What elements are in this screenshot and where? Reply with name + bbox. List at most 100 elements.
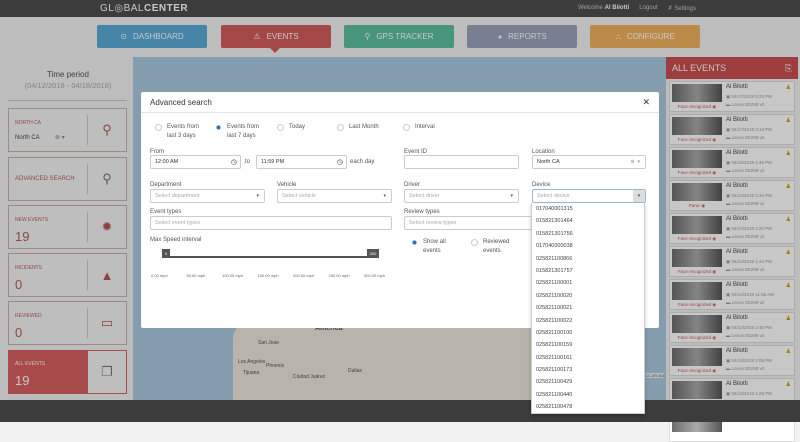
- to-time-input[interactable]: 11:59 PM ◷: [256, 155, 347, 169]
- clear-and-chevron-icon[interactable]: ⊗ ▾: [630, 159, 640, 165]
- event-type-label: Panic: [688, 203, 701, 208]
- device-option[interactable]: 015821301757: [536, 267, 573, 274]
- event-types-select[interactable]: Select event types: [150, 216, 392, 230]
- chevron-down-icon: ▾: [256, 193, 259, 199]
- reviewed-card[interactable]: REVIEWED 0 ▭: [8, 301, 127, 345]
- left-sidebar: Time period (04/12/2018 - 04/18/2018) NOR…: [8, 60, 128, 394]
- device-option[interactable]: 025821100429: [536, 379, 573, 386]
- driver-icon[interactable]: ♟: [785, 85, 791, 91]
- radio-period[interactable]: Today: [277, 123, 319, 132]
- clear-icon[interactable]: ⊗ ▾: [55, 135, 65, 141]
- device-option[interactable]: 025821100173: [536, 367, 573, 374]
- driver-icon[interactable]: ♟: [785, 382, 791, 388]
- event-item[interactable]: Face recognized ◉ Al Bilotti ▣ 04/15/2018 …: [669, 147, 795, 178]
- nav-configure[interactable]: ⛬ CONFIGURE: [590, 25, 700, 48]
- event-item[interactable]: Panic ◉ Al Bilotti ▣ 04/14/2018 2:34 PM ▬ L…: [669, 180, 795, 211]
- speed-slider-min-handle[interactable]: 0: [162, 249, 170, 258]
- driver-icon[interactable]: ♟: [785, 118, 791, 124]
- device-option[interactable]: 015821301756: [536, 230, 573, 237]
- welcome-text: Welcome: [578, 5, 603, 11]
- logout-link[interactable]: Logout: [639, 5, 658, 11]
- driver-icon[interactable]: ♟: [785, 217, 791, 223]
- event-id-input[interactable]: [404, 155, 519, 169]
- device-option[interactable]: 025821100100: [536, 329, 573, 336]
- event-date-text: 04/13/2018 2:49 PM: [731, 325, 773, 330]
- event-item[interactable]: Face recognized ◉ Al Bilotti ▣ 04/17/2018 …: [669, 81, 795, 112]
- event-type-label: Face recognized: [677, 302, 712, 307]
- event-item[interactable]: Face recognized ◉ Al Bilotti ▣ 04/13/2018 …: [669, 345, 795, 376]
- driver-icon[interactable]: ♟: [785, 316, 791, 322]
- reviewed-label: REVIEWED: [15, 313, 42, 319]
- event-item[interactable]: Face recognized ◉ Al Bilotti ▣ 04/17/2018 …: [669, 114, 795, 145]
- close-icon[interactable]: ✕: [642, 97, 650, 107]
- location-card[interactable]: NORTH CA North CA ⊗ ▾ ⚲: [8, 108, 127, 152]
- device-option[interactable]: 025821100440: [536, 391, 573, 398]
- device-option[interactable]: 025821100001: [536, 280, 573, 287]
- radio-show-all[interactable]: Show all events: [411, 238, 453, 256]
- all-events-card[interactable]: ALL EVENTS 19 ❐: [8, 350, 127, 394]
- radio-period[interactable]: Events from last 7 days: [215, 123, 261, 141]
- device-option[interactable]: 025821100866: [536, 255, 573, 262]
- department-select[interactable]: Select department ▾: [150, 189, 265, 203]
- event-vehicle-text: Lexus 0D298 v2: [731, 366, 765, 371]
- radio-reviewed[interactable]: Reviewed events: [471, 238, 513, 256]
- radio-period[interactable]: Interval: [403, 123, 445, 132]
- event-vehicle: ▬ Lexus 0D298 v2: [726, 333, 765, 338]
- export-icon[interactable]: ⎘: [784, 63, 792, 73]
- event-item[interactable]: Face recognized ◉ Al Bilotti ▣ 04/14/2018 …: [669, 246, 795, 277]
- device-option[interactable]: 025821100021: [536, 305, 573, 312]
- location-value[interactable]: North CA: [15, 135, 40, 141]
- advanced-search-card[interactable]: ADVANCED SEARCH ⚲: [8, 157, 127, 201]
- clock-icon[interactable]: ◷: [230, 159, 237, 166]
- device-option[interactable]: 017040001315: [536, 206, 573, 212]
- event-id-label: Event ID: [404, 149, 428, 155]
- device-option[interactable]: 025821100478: [536, 404, 573, 411]
- from-time-input[interactable]: 12:00 AM ◷: [150, 155, 241, 169]
- device-option[interactable]: 015821301464: [536, 218, 573, 225]
- event-type: Face recognized ◉: [677, 368, 717, 373]
- radio-period[interactable]: Last Month: [337, 123, 389, 132]
- new-events-card[interactable]: NEW EVENTS 19 ✹: [8, 205, 127, 249]
- radio-period[interactable]: Events from last 3 days: [155, 123, 201, 141]
- driver-icon[interactable]: ♟: [785, 184, 791, 190]
- event-date-text: 04/14/2018 11:58 AM: [731, 292, 774, 297]
- vehicle-select[interactable]: Select vehicle ▾: [277, 189, 392, 203]
- event-item[interactable]: Face recognized ◉ Al Bilotti ▣ 04/14/2018 …: [669, 213, 795, 244]
- event-type-label: Face recognized: [677, 170, 712, 175]
- event-item[interactable]: Face recognized ◉ Al Bilotti ▣ 04/13/2018 …: [669, 312, 795, 343]
- department-placeholder: Select department: [155, 193, 200, 199]
- chevron-down-icon[interactable]: ▾: [633, 190, 645, 202]
- nav-dashboard[interactable]: ⊙ DASHBOARD: [97, 25, 207, 48]
- driver-icon[interactable]: ♟: [785, 283, 791, 289]
- event-driver: Al Bilotti: [726, 84, 748, 90]
- device-option[interactable]: 025821100161: [536, 354, 573, 361]
- speed-slider-track[interactable]: [162, 256, 379, 258]
- location-label: Location: [532, 149, 555, 155]
- event-item[interactable]: Face recognized ◉ Al Bilotti ▣ 04/14/2018 …: [669, 279, 795, 310]
- review-types-select[interactable]: Select review types: [404, 216, 544, 230]
- search-icon: ⚲: [102, 171, 112, 186]
- device-option[interactable]: 017040000038: [536, 243, 573, 250]
- nav-reports[interactable]: ◕ REPORTS: [467, 25, 577, 48]
- driver-icon[interactable]: ♟: [785, 250, 791, 256]
- driver-icon[interactable]: ♟: [785, 349, 791, 355]
- device-option[interactable]: 025821100020: [536, 292, 573, 299]
- event-vehicle: ▬ Lexus 0D298 v2: [726, 234, 765, 239]
- speed-slider-max-handle[interactable]: 300: [367, 249, 379, 258]
- nav-events[interactable]: ⚠ EVENTS: [221, 25, 331, 48]
- monitor-icon: ▭: [100, 315, 114, 330]
- nav-gps-tracker[interactable]: ⚲ GPS TRACKER: [344, 25, 454, 48]
- speed-tick-label: 300.00 mph: [364, 273, 386, 278]
- driver-icon[interactable]: ♟: [785, 151, 791, 157]
- driver-select[interactable]: Select driver ▾: [404, 189, 519, 203]
- device-select[interactable]: Select device ▾: [532, 189, 646, 203]
- location-select[interactable]: North CA ⊗ ▾: [532, 155, 646, 169]
- device-option[interactable]: 025821100022: [536, 317, 573, 324]
- event-thumbnail: [672, 249, 722, 267]
- incidents-card[interactable]: INCIDENTS 0 ▲: [8, 253, 127, 297]
- device-option[interactable]: 025821100159: [536, 342, 573, 349]
- reviewed-label: Reviewed events: [483, 239, 510, 254]
- event-vehicle-text: Lexus 0D298 v2: [731, 102, 765, 107]
- clock-icon[interactable]: ◷: [336, 159, 343, 166]
- settings-link[interactable]: ✗ Settings: [667, 6, 696, 12]
